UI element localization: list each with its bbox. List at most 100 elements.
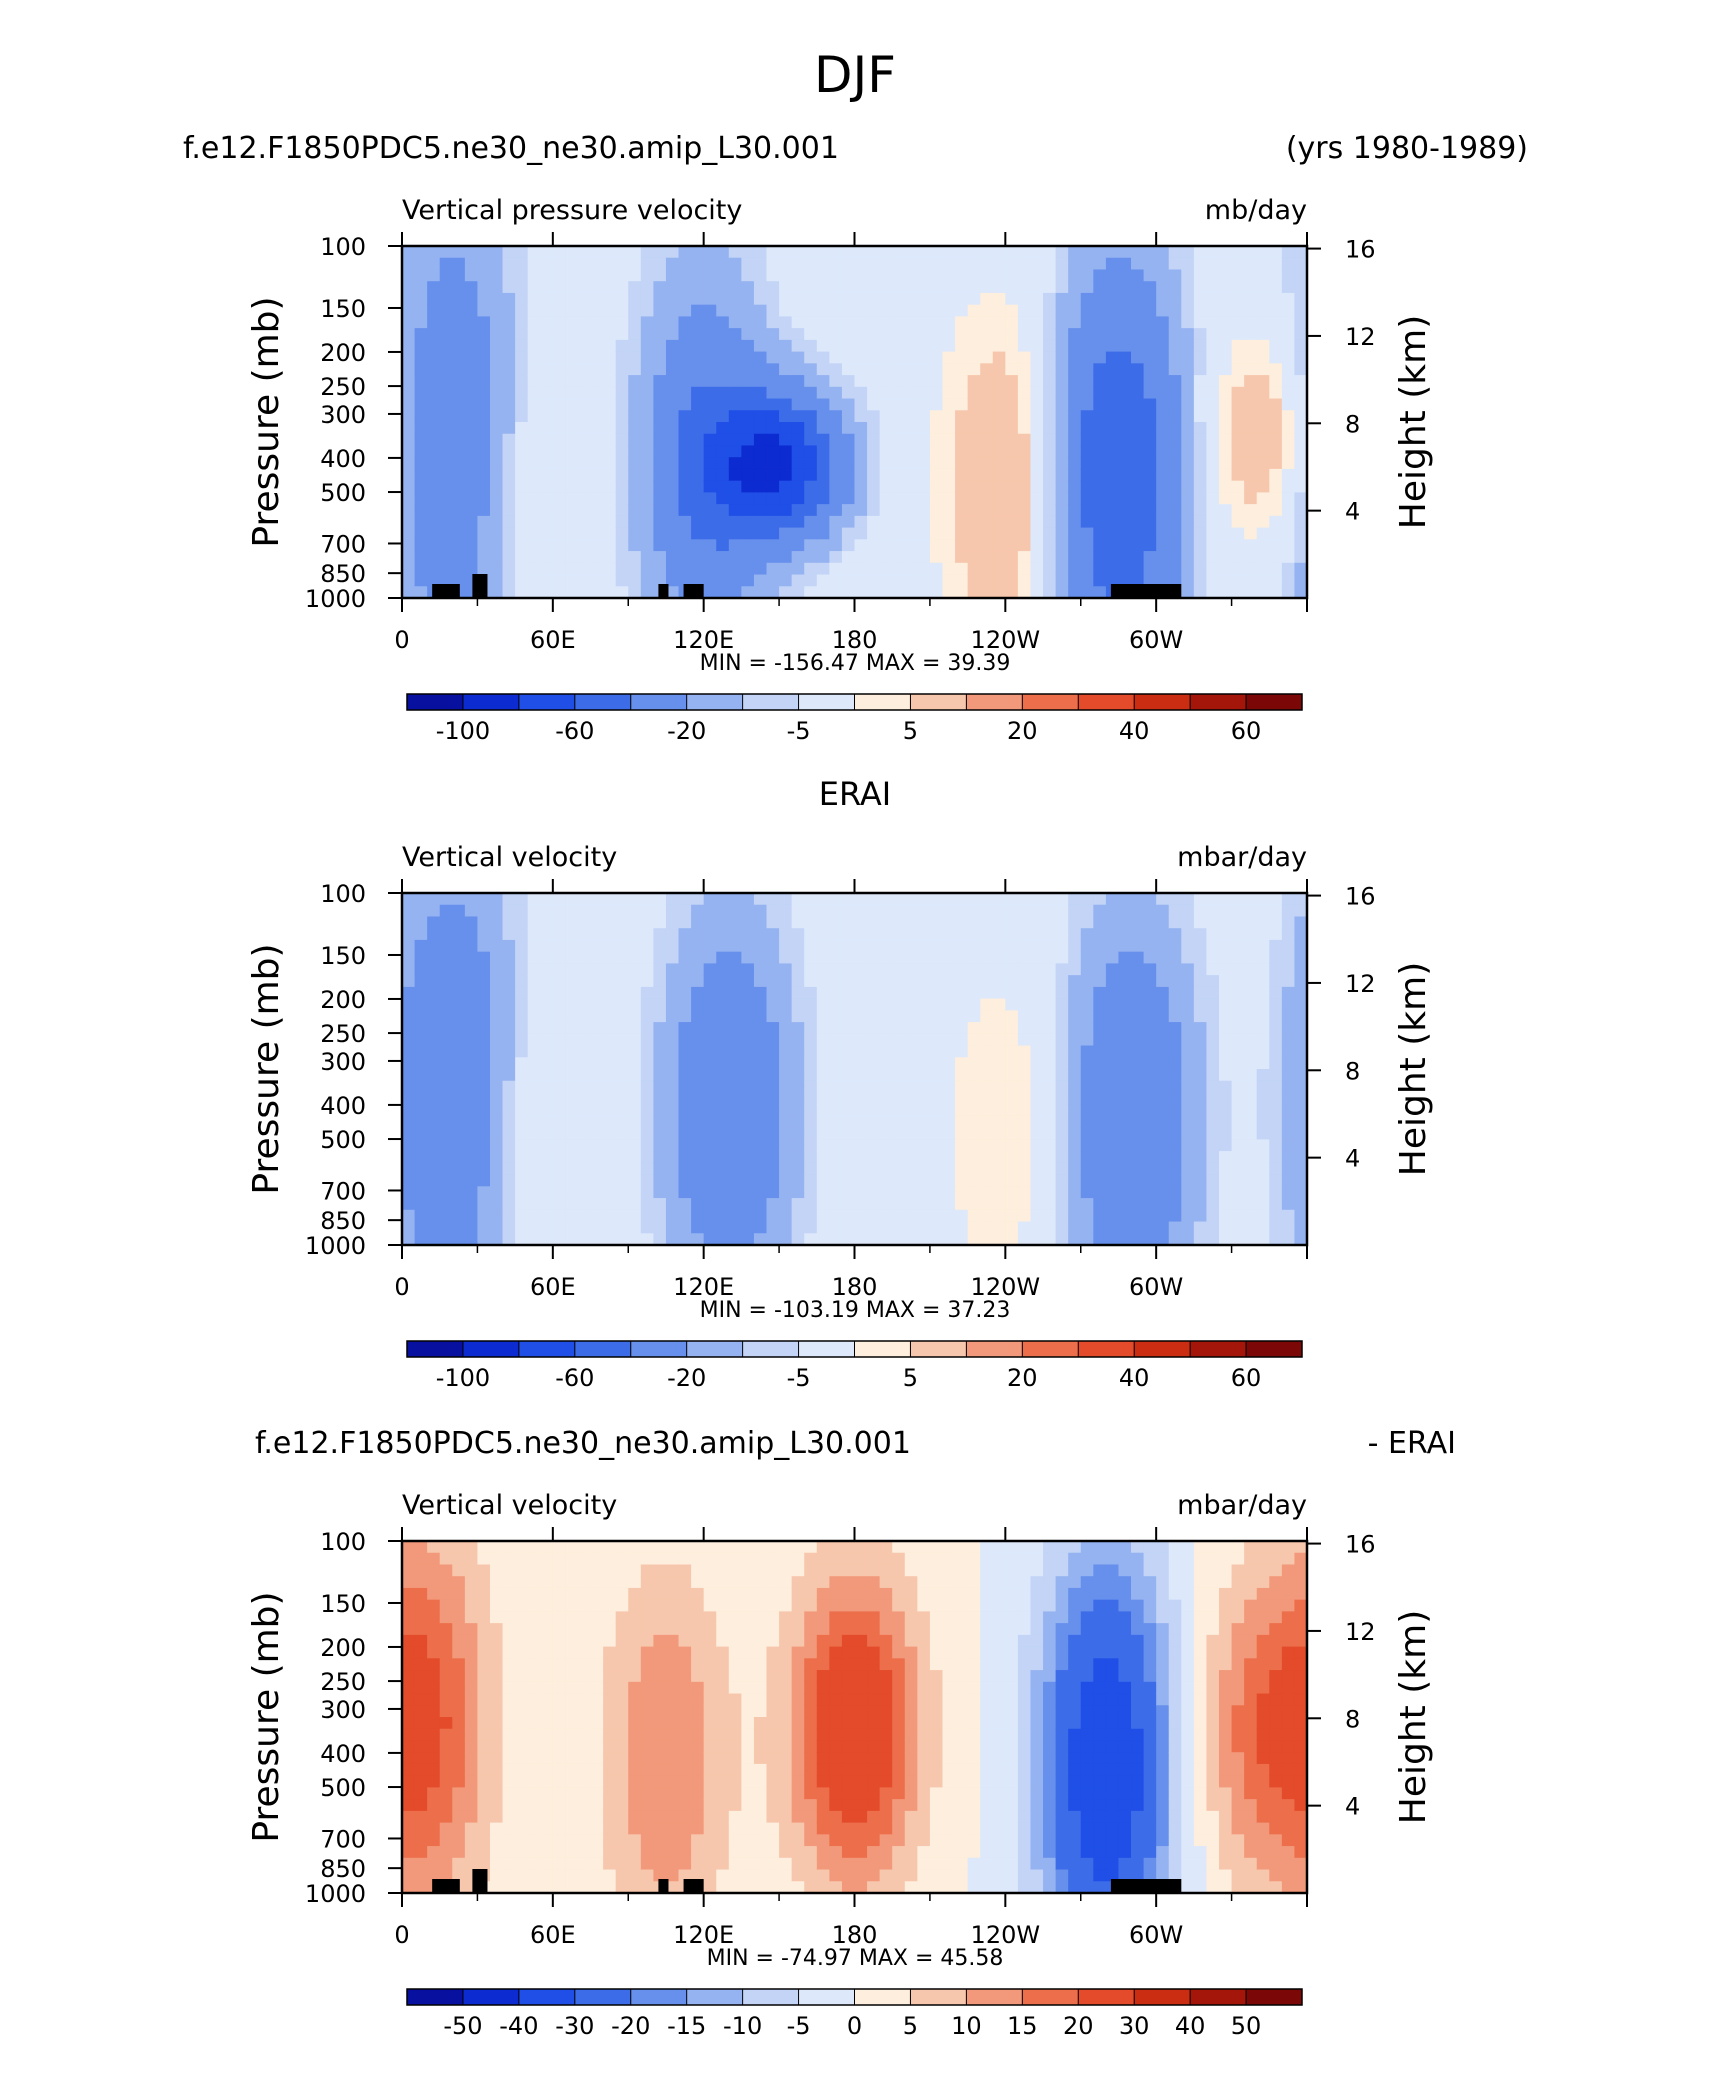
heatmap-cell [402,399,415,411]
heatmap-cell [1131,1116,1144,1128]
heatmap-cell [616,1163,629,1175]
heatmap-cell [1093,893,1106,905]
heatmap-cell [1181,281,1194,293]
heatmap-cell [440,1635,453,1647]
heatmap-cell [842,328,855,340]
heatmap-cell [1131,258,1144,270]
heatmap-cell [1194,1186,1207,1198]
heatmap-cell [666,1186,679,1198]
heatmap-cell [1118,399,1131,411]
heatmap-cell [980,1057,993,1069]
heatmap-cell [578,1034,591,1046]
heatmap-cell [1244,445,1257,457]
heatmap-cell [653,352,666,364]
heatmap-cell [1232,987,1245,999]
heatmap-cell [1269,1151,1282,1163]
heatmap-cell [867,539,880,551]
heatmap-cell [528,575,541,587]
heatmap-cell [1294,281,1307,293]
heatmap-cell [452,1717,465,1729]
heatmap-cell [1156,1081,1169,1093]
heatmap-cell [477,1670,490,1682]
heatmap-cell [515,1010,528,1022]
heatmap-cell [1043,551,1056,563]
heatmap-cell [465,1541,478,1553]
heatmap-cell [490,1752,503,1764]
heatmap-cell [528,492,541,504]
heatmap-cell [867,445,880,457]
heatmap-cell [993,928,1006,940]
heatmap-cell [1181,1034,1194,1046]
heatmap-cell [427,1764,440,1776]
heatmap-cell [1005,563,1018,575]
heatmap-cell [1269,1116,1282,1128]
heatmap-cell [553,246,566,258]
heatmap-cell [1005,375,1018,387]
heatmap-cell [641,1092,654,1104]
heatmap-cell [1257,551,1270,563]
heatmap-cell [490,1057,503,1069]
heatmap-cell [1206,316,1219,328]
heatmap-cell [540,928,553,940]
heatmap-cell [741,410,754,422]
heatmap-cell [842,1151,855,1163]
heatmap-cell [779,1186,792,1198]
heatmap-cell [427,1057,440,1069]
heatmap-cell [1118,551,1131,563]
heatmap-cell [616,469,629,481]
heatmap-cell [616,905,629,917]
heatmap-cell [477,399,490,411]
heatmap-cell [553,1611,566,1623]
heatmap-cell [616,1046,629,1058]
heatmap-cell [465,258,478,270]
heatmap-cell [1257,504,1270,516]
heatmap-cell [1131,563,1144,575]
heatmap-cell [779,281,792,293]
heatmap-cell [679,305,692,317]
heatmap-cell [1257,246,1270,258]
heatmap-cell [515,445,528,457]
heatmap-cell [980,410,993,422]
heatmap-cell [880,1175,893,1187]
heatmap-cell [779,399,792,411]
heatmap-cell [767,1151,780,1163]
heatmap-cell [729,504,742,516]
heatmap-cell [415,575,428,587]
heatmap-cell [653,422,666,434]
heatmap-cell [465,504,478,516]
heatmap-cell [540,1717,553,1729]
heatmap-cell [1156,1175,1169,1187]
heatmap-cell [792,1104,805,1116]
heatmap-cell [1018,516,1031,528]
heatmap-cell [855,1046,868,1058]
heatmap-cell [767,305,780,317]
heatmap-cell [1181,352,1194,364]
heatmap-cell [741,928,754,940]
heatmap-cell [515,481,528,493]
heatmap-cell [1232,516,1245,528]
heatmap-cell [653,1069,666,1081]
heatmap-cell [1131,445,1144,457]
heatmap-cell [704,940,717,952]
heatmap-cell [892,1010,905,1022]
heatmap-cell [1081,1198,1094,1210]
heatmap-cell [905,893,918,905]
heatmap-cell [1181,305,1194,317]
heatmap-cell [503,481,516,493]
heatmap-cell [1169,963,1182,975]
heatmap-cell [1232,1034,1245,1046]
heatmap-cell [1118,563,1131,575]
heatmap-cell [578,434,591,446]
heatmap-cell [993,410,1006,422]
heatmap-cell [1030,975,1043,987]
heatmap-cell [1257,422,1270,434]
colorbar-box [463,1341,519,1357]
heatmap-cell [980,1163,993,1175]
heatmap-cell [553,999,566,1011]
heatmap-cell [503,316,516,328]
heatmap-cell [603,375,616,387]
heatmap-cell [1244,528,1257,540]
heatmap-cell [490,963,503,975]
heatmap-cell [691,434,704,446]
heatmap-cell [591,963,604,975]
